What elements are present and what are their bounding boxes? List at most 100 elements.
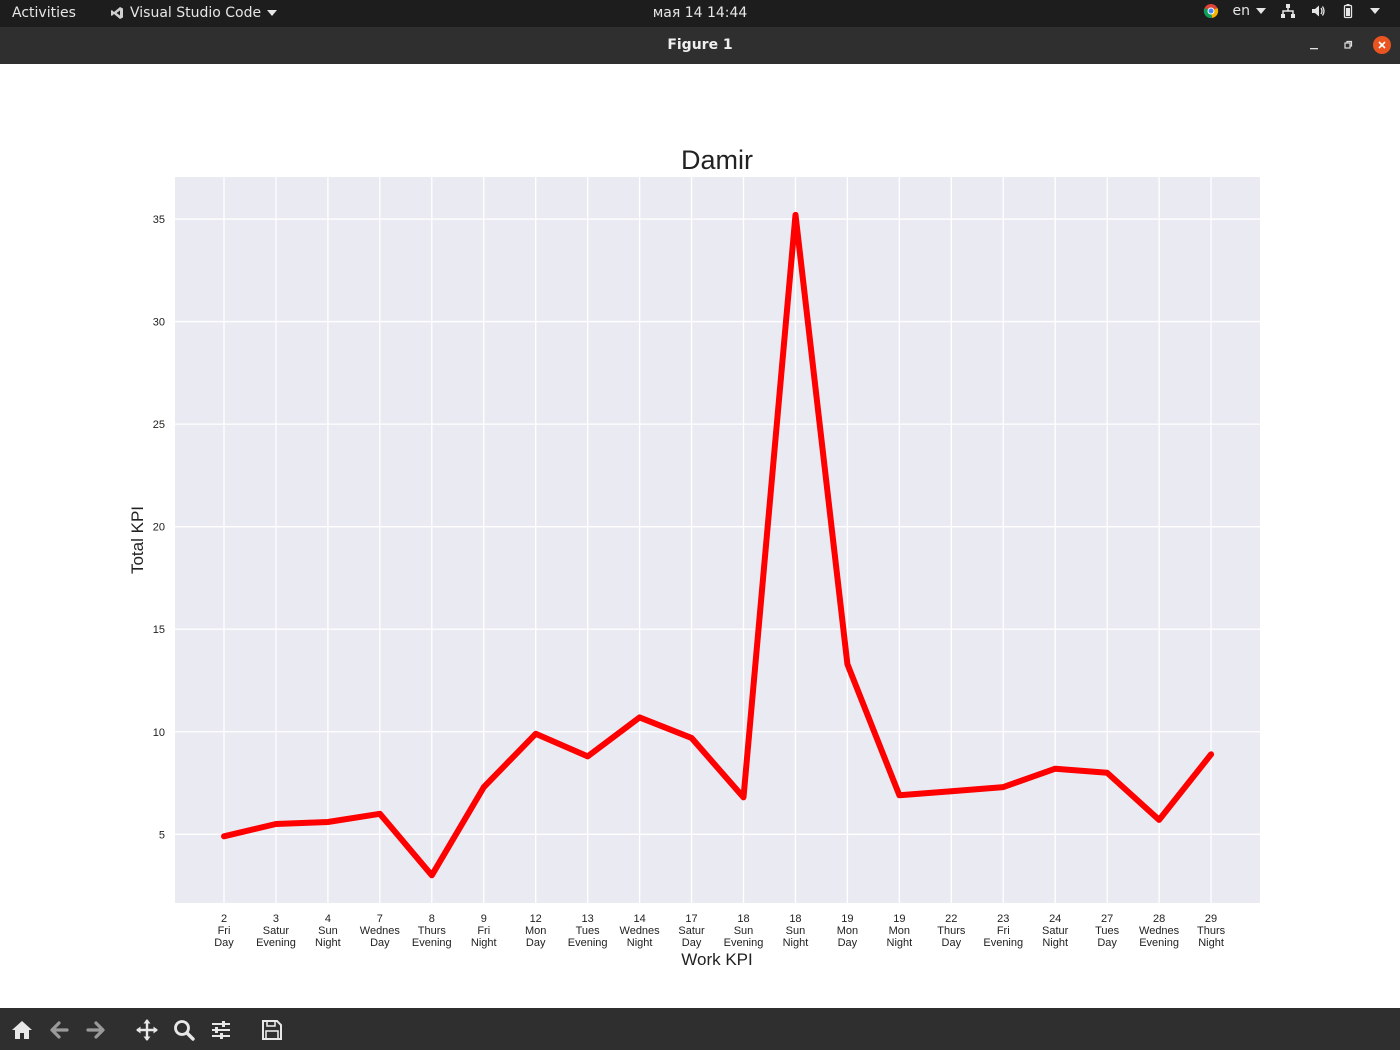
zoom-button[interactable] — [171, 1017, 197, 1043]
x-tick-label-line: Night — [783, 937, 809, 949]
x-tick-label-line: Night — [471, 937, 497, 949]
app-menu[interactable]: Visual Studio Code — [110, 5, 278, 21]
x-tick-label-line: Thurs — [1197, 925, 1226, 937]
x-tick-label-line: Day — [1097, 937, 1117, 949]
x-tick-label-line: 3 — [273, 913, 279, 925]
figure-toolbar — [0, 1008, 1400, 1050]
save-button[interactable] — [259, 1017, 285, 1043]
x-tick-label-line: 8 — [429, 913, 435, 925]
y-tick-label: 5 — [159, 829, 165, 841]
x-tick-label-line: 18 — [737, 913, 749, 925]
minimize-icon — [1310, 48, 1318, 50]
y-tick-label: 30 — [153, 317, 165, 329]
forward-button[interactable] — [83, 1017, 109, 1043]
x-tick-label: 8 Thurs Evening — [412, 913, 452, 949]
x-tick-label-line: Satur — [263, 925, 290, 937]
close-icon — [1378, 41, 1386, 49]
chevron-down-icon — [1256, 8, 1266, 14]
y-tick-label: 10 — [153, 727, 165, 739]
x-tick-label-line: Day — [942, 937, 962, 949]
system-top-bar: Activities Visual Studio Code мая 14 14:… — [0, 0, 1400, 27]
x-tick-label-line: 12 — [530, 913, 542, 925]
battery-icon[interactable] — [1340, 3, 1356, 19]
y-axis-ticks: 5 10 15 20 25 30 35 — [153, 214, 165, 841]
x-tick-label-line: 23 — [997, 913, 1009, 925]
y-tick-label: 20 — [153, 522, 165, 534]
figure-canvas: 5 10 15 20 25 30 35 2 Fri Day 3 Satur Evening 4 Sun Ni… — [0, 64, 1400, 1008]
sliders-icon — [212, 1021, 230, 1039]
arrow-left-icon — [50, 1021, 69, 1039]
x-tick-label-line: 22 — [945, 913, 957, 925]
system-menu-chevron-icon[interactable] — [1370, 8, 1380, 14]
x-tick-label-line: Thurs — [937, 925, 966, 937]
x-tick-label-line: 14 — [633, 913, 645, 925]
x-tick-label-line: Wednes — [620, 925, 661, 937]
search-icon — [174, 1020, 195, 1041]
x-tick-label-line: Wednes — [360, 925, 401, 937]
series-line — [221, 211, 1215, 879]
x-tick-label-line: Satur — [678, 925, 705, 937]
x-tick-label: 14 Wednes Night — [620, 913, 661, 949]
plot-area — [175, 177, 1260, 903]
home-button[interactable] — [9, 1017, 35, 1043]
x-tick-label: 28 Wednes Evening — [1139, 913, 1180, 949]
x-tick-label-line: 19 — [841, 913, 853, 925]
volume-icon[interactable] — [1310, 3, 1326, 19]
x-tick-label-line: 27 — [1101, 913, 1113, 925]
x-tick-label-line: Sun — [318, 925, 338, 937]
configure-subplots-button[interactable] — [208, 1017, 234, 1043]
maximize-button[interactable] — [1339, 36, 1357, 54]
network-icon[interactable] — [1280, 3, 1296, 19]
window-title: Figure 1 — [667, 37, 733, 53]
x-tick-label-line: Night — [887, 937, 913, 949]
x-tick-label-line: 29 — [1205, 913, 1217, 925]
x-tick-label: 18 Sun Evening — [724, 913, 764, 949]
x-tick-label-line: Day — [682, 937, 702, 949]
floppy-disk-icon — [262, 1020, 282, 1040]
x-tick-label: 7 Wednes Day — [360, 913, 401, 949]
window-titlebar: Figure 1 — [0, 27, 1400, 64]
x-tick-label-line: Mon — [889, 925, 910, 937]
x-tick-label-line: Evening — [724, 937, 764, 949]
chevron-down-icon — [267, 10, 278, 16]
x-tick-label-line: Night — [315, 937, 341, 949]
y-axis-label: Total KPI — [128, 506, 147, 574]
x-tick-label: 19 Mon Day — [837, 913, 858, 949]
pan-button[interactable] — [134, 1017, 160, 1043]
x-tick-label: 9 Fri Night — [471, 913, 497, 949]
x-tick-label-line: Evening — [256, 937, 296, 949]
activities-button[interactable]: Activities — [12, 5, 76, 21]
language-selector[interactable]: en — [1233, 3, 1266, 19]
clock[interactable]: мая 14 14:44 — [652, 5, 748, 21]
y-tick-label: 15 — [153, 624, 165, 636]
chrome-icon[interactable] — [1203, 3, 1219, 19]
vscode-icon — [111, 7, 123, 19]
x-tick-label: 19 Mon Night — [887, 913, 913, 949]
move-icon — [136, 1019, 158, 1041]
x-tick-label-line: 9 — [481, 913, 487, 925]
x-tick-label-line: Evening — [1139, 937, 1179, 949]
x-tick-label-line: Mon — [837, 925, 858, 937]
x-tick-label: 13 Tues Evening — [568, 913, 608, 949]
x-tick-label-line: Thurs — [418, 925, 447, 937]
x-tick-label-line: 7 — [377, 913, 383, 925]
home-icon — [12, 1021, 32, 1039]
x-tick-label: 22 Thurs Day — [937, 913, 966, 949]
minimize-button[interactable] — [1305, 36, 1323, 54]
x-tick-label-line: Day — [214, 937, 234, 949]
x-tick-label-line: Day — [838, 937, 858, 949]
x-tick-label: 4 Sun Night — [315, 913, 341, 949]
x-tick-label: 2 Fri Day — [214, 913, 234, 949]
back-button[interactable] — [46, 1017, 72, 1043]
x-tick-label: 29 Thurs Night — [1197, 913, 1226, 949]
close-button[interactable] — [1373, 36, 1391, 54]
x-tick-label: 3 Satur Evening — [256, 913, 296, 949]
grid-lines — [175, 177, 1260, 903]
x-tick-label-line: 2 — [221, 913, 227, 925]
x-tick-label: 27 Tues Day — [1095, 913, 1120, 949]
x-tick-label-line: Fri — [997, 925, 1010, 937]
x-tick-label-line: Fri — [477, 925, 490, 937]
y-tick-label: 25 — [153, 419, 165, 431]
x-tick-label-line: Satur — [1042, 925, 1069, 937]
